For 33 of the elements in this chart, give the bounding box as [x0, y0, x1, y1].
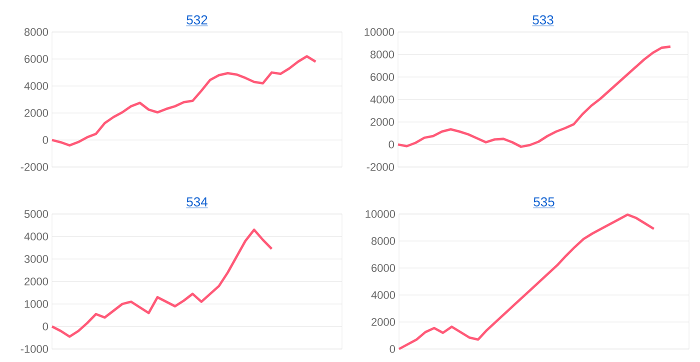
y-tick-label: 0	[42, 136, 48, 144]
chart-title: 535	[534, 197, 554, 206]
y-tick-label: 1000	[24, 300, 48, 308]
y-tick-label: -1000	[20, 345, 48, 353]
line-series	[50, 55, 317, 147]
y-tick-label: 2000	[24, 278, 48, 286]
chart-title: 533	[532, 15, 554, 24]
chart-title: 532	[186, 15, 208, 24]
y-tick-label: 2000	[24, 109, 48, 117]
y-tick-label: 2000	[370, 118, 394, 126]
y-tick-label: 2000	[372, 318, 396, 326]
y-tick-label: 8000	[370, 50, 394, 58]
y-tick-label: 6000	[24, 55, 48, 63]
y-tick-label: 4000	[24, 82, 48, 90]
y-tick-label: 0	[388, 140, 394, 148]
line-series	[396, 45, 672, 148]
y-tick-label: 6000	[370, 73, 394, 81]
y-tick-label: 8000	[371, 237, 396, 245]
y-tick-label: 0	[390, 345, 396, 353]
y-tick-label: 4000	[24, 232, 48, 240]
y-tick-label: 6000	[372, 264, 396, 272]
line-series	[50, 228, 273, 338]
y-tick-label: -2000	[366, 163, 394, 171]
y-tick-label: 5000	[24, 210, 48, 218]
y-tick-label: 0	[42, 322, 48, 330]
y-tick-label: 10000	[364, 28, 394, 36]
chart-title: 534	[186, 197, 208, 206]
y-tick-label: 4000	[371, 291, 396, 299]
y-tick-label: 3000	[24, 255, 48, 263]
y-tick-label: 4000	[370, 96, 394, 104]
y-tick-label: 8000	[24, 28, 48, 36]
y-tick-label: 10000	[366, 210, 396, 218]
y-tick-label: -2000	[20, 163, 48, 171]
